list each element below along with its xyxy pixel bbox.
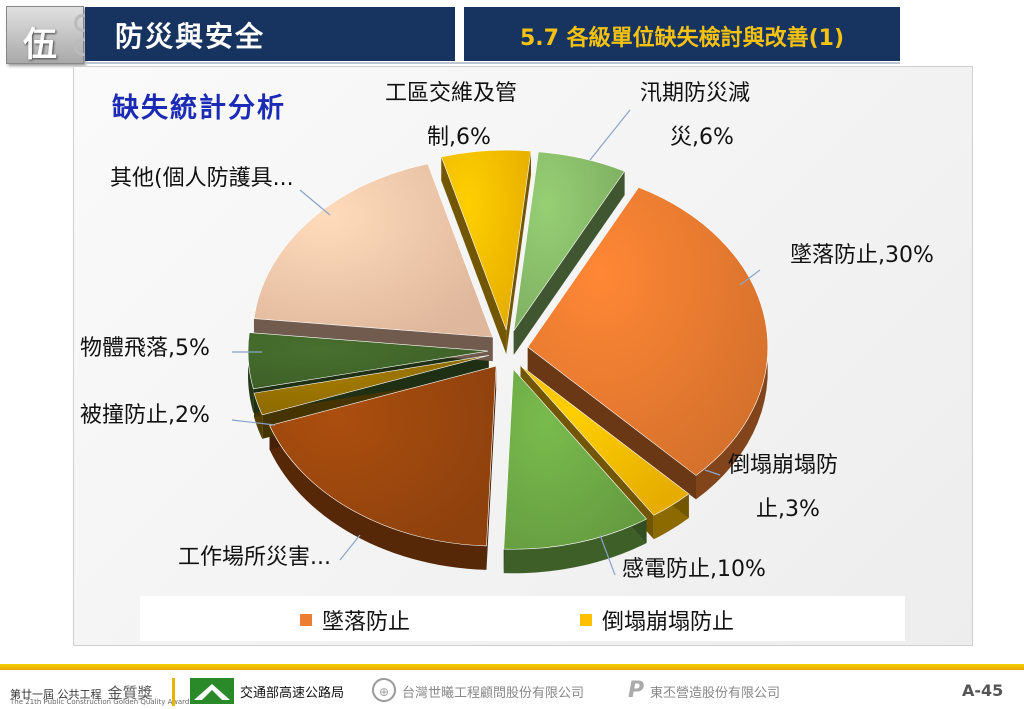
pie-slice <box>440 149 532 331</box>
pie-slice-edge <box>527 347 696 500</box>
footer-bar <box>0 664 1024 670</box>
chapter-number: 伍 <box>23 25 57 65</box>
pie-slice-edge <box>441 156 507 355</box>
leader-line <box>599 534 616 576</box>
footer: 第廿一屆 公共工程 金質獎 The 21th Public Constructio… <box>0 664 1024 709</box>
section-banner: 防災與安全 <box>85 7 455 61</box>
page-number: A-45 <box>962 681 1004 700</box>
award-subtitle: The 21th Public Construction Golden Qual… <box>10 698 190 706</box>
pie-slice-edge <box>506 151 531 355</box>
pie-slice <box>513 151 626 332</box>
award-name: 金質獎 <box>107 684 153 702</box>
slice-label: 物體飛落,5% <box>80 336 210 361</box>
chart-legend: 墜落防止 倒塌崩塌防止 <box>140 596 905 641</box>
pie-slice-wall <box>503 519 647 574</box>
footer-separator <box>172 678 175 706</box>
pie-slice <box>520 365 690 516</box>
page-title-banner: 5.7 各級單位缺失檢討與改善(1) <box>464 7 900 61</box>
header: 伍 防災與安全 5.7 各級單位缺失檢討與改善(1) <box>0 0 1024 65</box>
leader-line <box>339 534 361 561</box>
slice-label: 止,3% <box>756 497 820 522</box>
slice-label: 墜落防止,30% <box>790 243 934 268</box>
slice-label: 制,6% <box>427 125 491 150</box>
pie-slice <box>253 355 489 416</box>
pie-slice-wall <box>269 425 487 570</box>
pie-slice <box>253 163 494 338</box>
legend-item-fall: 墜落防止 <box>300 604 410 636</box>
pie-slice-edge <box>486 366 497 570</box>
contractor-logo-icon: P <box>628 678 645 703</box>
pie-slice <box>247 332 489 390</box>
slice-label: 災,6% <box>670 125 734 150</box>
legend-swatch <box>300 614 312 626</box>
section-title: 防災與安全 <box>115 20 266 53</box>
ceci-logo-icon: ⊕ <box>372 678 396 702</box>
slice-label: 倒塌崩塌防 <box>728 453 838 478</box>
legend-label: 倒塌崩塌防止 <box>602 610 735 635</box>
page-title: 5.7 各級單位缺失檢討與改善(1) <box>519 26 845 51</box>
award-line: 第廿一屆 公共工程 <box>10 688 102 701</box>
org-ceci: 台灣世曦工程顧問股份有限公司 <box>402 686 585 701</box>
org-freeway-bureau: 交通部高速公路局 <box>240 686 345 701</box>
pie-slice-edge <box>513 171 625 355</box>
leader-line <box>231 419 276 426</box>
slice-label: 感電防止,10% <box>622 557 766 582</box>
leader-line <box>739 269 761 286</box>
leader-line <box>299 189 331 216</box>
freeway-bureau-logo-icon <box>190 678 234 704</box>
legend-swatch <box>580 614 592 626</box>
slice-label: 工作場所災害... <box>178 545 331 570</box>
slice-label: 被撞防止,2% <box>80 403 210 428</box>
legend-item-collapse: 倒塌崩塌防止 <box>580 604 734 636</box>
pie-slice <box>527 187 769 476</box>
org-contractor: 東丕營造股份有限公司 <box>650 686 781 701</box>
slice-label: 工區交維及管 <box>385 81 517 106</box>
leader-line <box>704 469 721 476</box>
pie-slice <box>503 368 648 550</box>
leader-line <box>589 109 631 161</box>
slice-label: 其他(個人防護具... <box>110 166 294 191</box>
pie-slice-wall <box>248 332 254 413</box>
header-divider <box>85 62 900 64</box>
pie-slice <box>269 365 497 547</box>
legend-label: 墜落防止 <box>322 610 411 635</box>
chapter-badge: 伍 <box>6 6 84 65</box>
award-text: 第廿一屆 公共工程 金質獎 <box>10 682 153 703</box>
chart-title: 缺失統計分析 <box>112 93 286 124</box>
slice-label: 汛期防災減 <box>640 81 750 106</box>
